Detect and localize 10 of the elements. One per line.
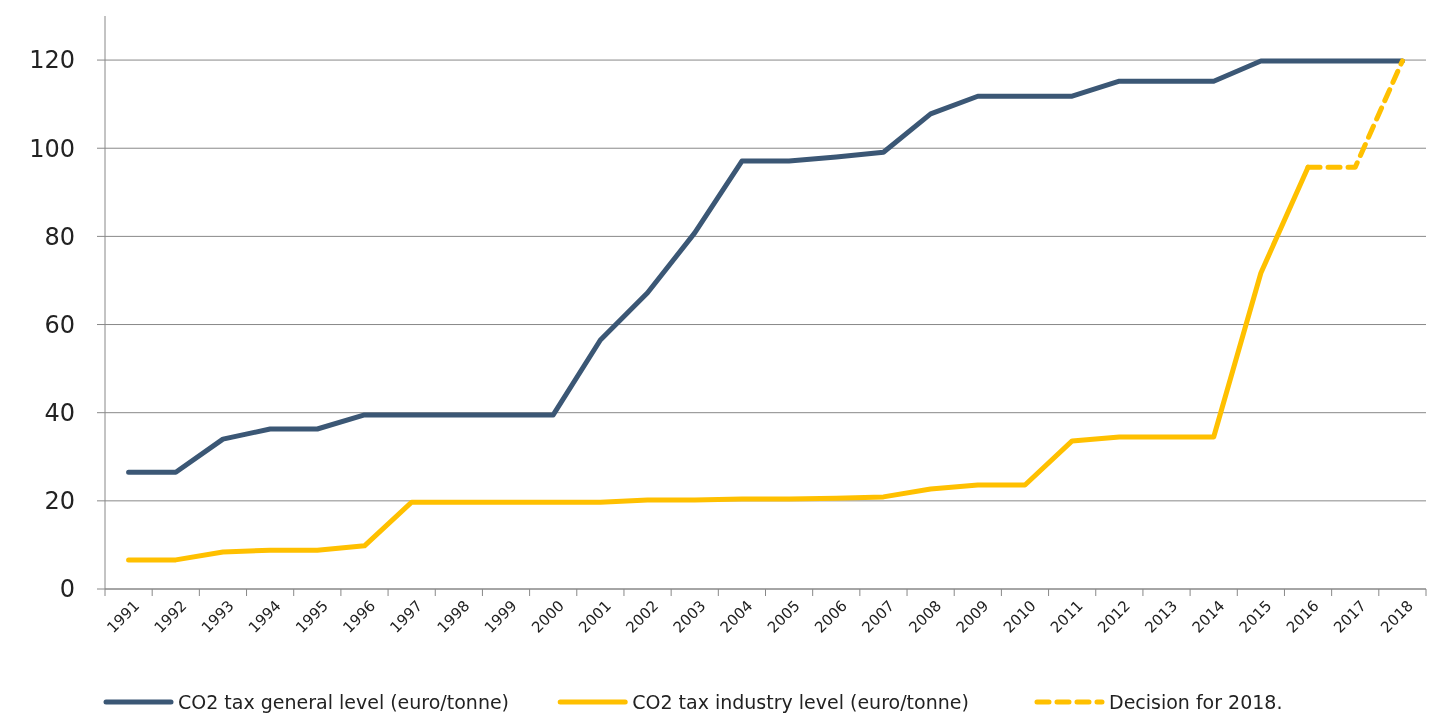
legend-label: CO2 tax industry level (euro/tonne) [632,690,969,713]
y-tick-label: 80 [44,222,75,251]
y-tick-label: 20 [44,487,75,516]
legend-label: CO2 tax general level (euro/tonne) [178,690,510,713]
y-tick-label: 120 [29,46,75,75]
y-tick-label: 0 [59,575,75,604]
legend-label: Decision for 2018. [1109,690,1283,713]
y-tick-label: 60 [44,310,75,339]
y-tick-label: 40 [44,399,75,428]
y-tick-label: 100 [29,134,75,163]
